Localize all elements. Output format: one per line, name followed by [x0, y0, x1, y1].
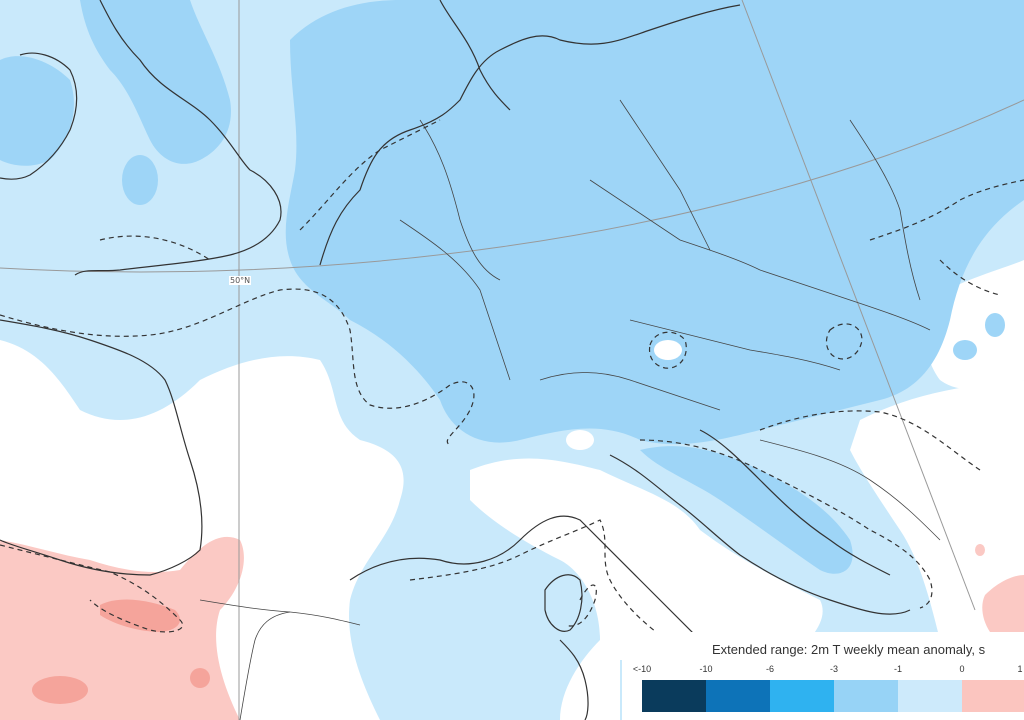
warm-spot-balkans — [975, 544, 985, 556]
cold-anomaly-adriatic — [640, 446, 853, 574]
legend-tick: -1 — [893, 664, 903, 674]
warmer-spot-iberia-2 — [190, 668, 210, 688]
cold-anomaly-central-europe — [285, 0, 1024, 445]
neutral-spot-alps — [654, 340, 682, 360]
warm-anomaly-east — [982, 575, 1024, 632]
legend-tick: 0 — [959, 664, 965, 674]
legend-color-bar — [642, 680, 1024, 712]
legend-ticks: <-10 -10 -6 -3 -1 0 1 — [622, 664, 1024, 678]
legend-tick: -6 — [765, 664, 775, 674]
cold-spot-east-2 — [985, 313, 1005, 337]
country-borders — [199, 99, 941, 720]
warmer-spot-iberia — [32, 676, 88, 704]
legend-swatch — [834, 680, 898, 712]
legend-swatch — [962, 680, 1024, 712]
coastlines — [0, 0, 911, 720]
legend-swatch — [770, 680, 834, 712]
latitude-label-50n: 50°N — [229, 276, 252, 285]
cold-anomaly-british-isles — [80, 0, 231, 164]
cold-spot-east — [953, 340, 977, 360]
legend-panel: Extended range: 2m T weekly mean anomaly… — [622, 632, 1024, 720]
legend-tick: <-10 — [632, 664, 652, 674]
cold-spot-scotland — [122, 155, 158, 205]
contour-lines — [0, 119, 1024, 636]
legend-tick: -3 — [829, 664, 839, 674]
legend-swatch — [706, 680, 770, 712]
warm-anomaly-iberia — [0, 536, 244, 720]
cold-anomaly-ireland — [0, 56, 74, 166]
neutral-spot-north-italy — [566, 430, 594, 450]
legend-swatch — [898, 680, 962, 712]
legend-title: Extended range: 2m T weekly mean anomaly… — [712, 642, 986, 657]
warmer-anomaly-iberia — [100, 599, 180, 632]
legend-swatch — [642, 680, 706, 712]
legend-tick: 1 — [1017, 664, 1023, 674]
legend-tick: -10 — [699, 664, 713, 674]
